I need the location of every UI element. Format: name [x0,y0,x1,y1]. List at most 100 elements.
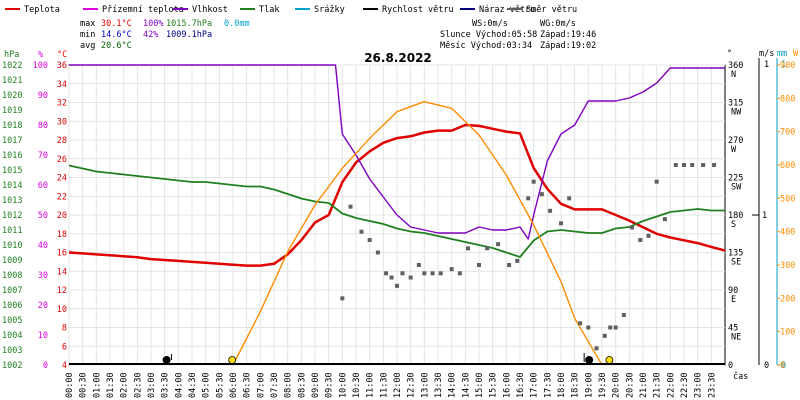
wind-direction-point [507,263,512,267]
legend: Teplota Přízemní teplota Vlhkost Tlak Sr… [5,5,577,15]
pct-tick-label: 70 [38,151,48,161]
wind-direction-point [384,271,389,276]
wind-direction-point [682,163,686,167]
wind-direction-point [496,242,501,247]
series-line-vlhkost [69,64,725,240]
compass-label: E [731,295,736,305]
wind-direction-point [430,271,435,276]
hpa-tick-label: 1022 [2,61,22,71]
wm2-tick-label: 900 [780,61,795,71]
wind-direction-point [515,258,520,263]
hpa-tick-label: 1018 [2,121,22,131]
x-tick-label: 00:30 [79,372,89,398]
wind-direction-point [466,246,471,251]
hpa-tick-label: 1003 [2,346,22,356]
wind-direction-point [477,263,481,267]
pct-tick-label: 40 [38,241,48,251]
x-tick-label: 06:30 [243,372,253,398]
wind-direction-point [449,267,454,272]
legend-label-rychlost-vetru: Rychlost větru [382,5,454,15]
wm2-tick-label: 700 [780,128,795,138]
temp-axis-unit: °C [57,50,67,60]
x-tick-label: 07:00 [256,372,266,398]
wind-direction-point [673,163,678,167]
x-tick-label: 16:00 [502,372,512,398]
temp-tick-label: 28 [57,136,67,146]
hpa-axis-unit: hPa [4,50,19,60]
x-tick-label: 22:00 [666,372,676,398]
x-tick-label: 23:00 [694,372,704,398]
pct-tick-label: 10 [38,331,48,341]
legend-label-vlhkost: Vlhkost [192,5,228,15]
hpa-tick-label: 1014 [2,181,22,191]
wind-direction-point [712,163,717,167]
wind-direction-point [690,163,695,167]
ms-axis-top-label: 1 [764,60,769,70]
wm2-tick-label: 300 [780,261,795,271]
x-tick-label: 19:30 [598,372,608,398]
compass-label: N [731,70,736,80]
stats-block: max 30.1°C 100% 1015.7hPa 0.0mm min 14.6… [80,19,596,51]
wind-direction-point [594,346,599,351]
x-tick-label: 15:00 [475,372,485,398]
ms-axis-zero: 0 [764,361,769,371]
x-tick-label: 04:00 [174,372,184,398]
wind-direction-point [654,179,659,184]
x-tick-label: 11:30 [379,372,389,398]
stats-max-label: max [80,19,95,29]
dir-tick-label: 270 [728,136,743,146]
stats-min-press: 1009.1hPa [166,30,212,40]
wind-direction-point [559,221,563,226]
wind-direction-point [340,296,345,301]
wm2-tick-label: 200 [780,294,795,304]
hpa-tick-label: 1008 [2,271,22,281]
wind-direction-point [621,313,626,317]
sunrise-marker [228,356,237,364]
hpa-tick-label: 1007 [2,286,22,296]
ms-axis-unit: m/s [759,49,774,59]
compass-label: NW [731,108,742,118]
dir-axis-unit: ° [727,49,732,59]
x-tick-label: 20:00 [612,372,622,398]
x-tick-label: 22:30 [680,372,690,398]
compass-label: S [731,220,736,230]
pct-tick-label: 80 [38,121,48,131]
temp-tick-label: 34 [57,80,67,90]
x-tick-label: 12:30 [407,372,417,398]
dir-tick-label: 0 [728,361,733,371]
legend-label-srazky: Srážky [314,5,345,15]
moonset-marker [585,356,594,364]
dir-tick-label: 360 [728,61,743,71]
x-tick-label: 08:30 [297,372,307,398]
temp-tick-label: 32 [57,99,67,109]
stats-moon-set: Západ:19:02 [540,41,596,51]
wind-direction-point [416,263,421,267]
temp-tick-label: 26 [57,155,67,165]
stats-moon-rise: Měsíc Východ:03:34 [440,41,532,51]
stats-min-temp: 14.6°C [101,30,132,40]
wind-direction-point [646,233,651,238]
wind-direction-point [389,275,394,280]
hpa-tick-label: 1005 [2,316,22,326]
x-tick-label: 20:30 [625,372,635,398]
pct-tick-label: 30 [38,271,48,281]
hpa-tick-label: 1010 [2,241,22,251]
wind-direction-point [630,225,635,230]
wind-direction-point [613,325,618,330]
compass-label: W [731,145,737,155]
dir-tick-label: 135 [728,249,743,259]
x-tick-label: 15:30 [489,372,499,398]
chart-title: 26.8.2022 [364,51,432,65]
temp-tick-label: 16 [57,249,67,259]
wind-direction-point [485,246,490,251]
wind-direction-point [701,163,706,167]
x-tick-label: 07:30 [270,372,280,398]
wm2-tick-label: 500 [780,194,795,204]
series-layer [68,64,726,366]
pct-tick-label: 20 [38,301,48,311]
wind-direction-point [457,271,462,276]
stats-wg: WG:0m/s [540,19,576,29]
x-tick-label: 06:00 [229,372,239,398]
hpa-tick-label: 1002 [2,361,22,371]
x-tick-label: 01:30 [106,372,116,398]
